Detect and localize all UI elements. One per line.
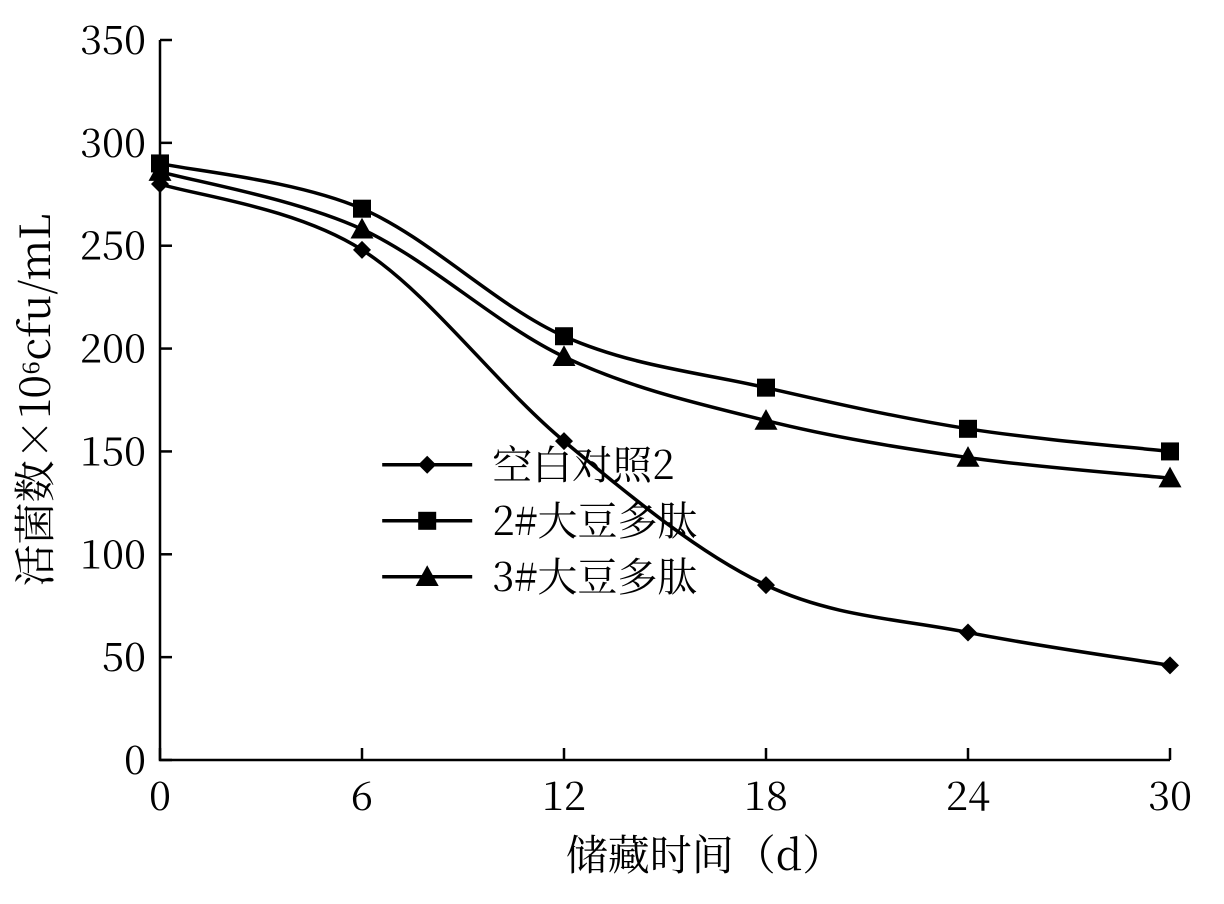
x-tick-label: 24 bbox=[946, 765, 990, 822]
y-tick-label: 0 bbox=[124, 729, 146, 786]
series-line-sp3 bbox=[160, 172, 1170, 479]
y-tick-label: 250 bbox=[80, 215, 146, 272]
series-line-sp2 bbox=[160, 163, 1170, 451]
x-tick-label: 18 bbox=[744, 765, 788, 822]
y-tick-label: 150 bbox=[80, 420, 146, 477]
legend-label-sp2: 2#大豆多肽 bbox=[492, 490, 697, 547]
y-axis-title: 活菌数×10⁶cfu/mL bbox=[3, 214, 63, 587]
y-tick-label: 50 bbox=[102, 626, 146, 683]
axis-frame bbox=[160, 40, 1170, 760]
y-tick-label: 300 bbox=[80, 112, 146, 169]
y-tick-label: 200 bbox=[80, 318, 146, 375]
legend-label-blank2: 空白对照2 bbox=[492, 434, 674, 491]
x-tick-label: 0 bbox=[149, 765, 171, 822]
x-tick-label: 12 bbox=[542, 765, 586, 822]
y-tick-label: 350 bbox=[80, 9, 146, 66]
y-tick-label: 100 bbox=[80, 523, 146, 580]
x-tick-label: 6 bbox=[351, 765, 373, 822]
x-axis-title: 储藏时间（d） bbox=[566, 823, 844, 883]
legend-label-sp3: 3#大豆多肽 bbox=[492, 546, 697, 603]
series-markers-sp2 bbox=[151, 154, 1179, 460]
line-chart: 0612182430050100150200250300350储藏时间（d）活菌… bbox=[0, 0, 1224, 904]
legend: 空白对照22#大豆多肽3#大豆多肽 bbox=[382, 434, 697, 603]
x-tick-label: 30 bbox=[1148, 765, 1192, 822]
